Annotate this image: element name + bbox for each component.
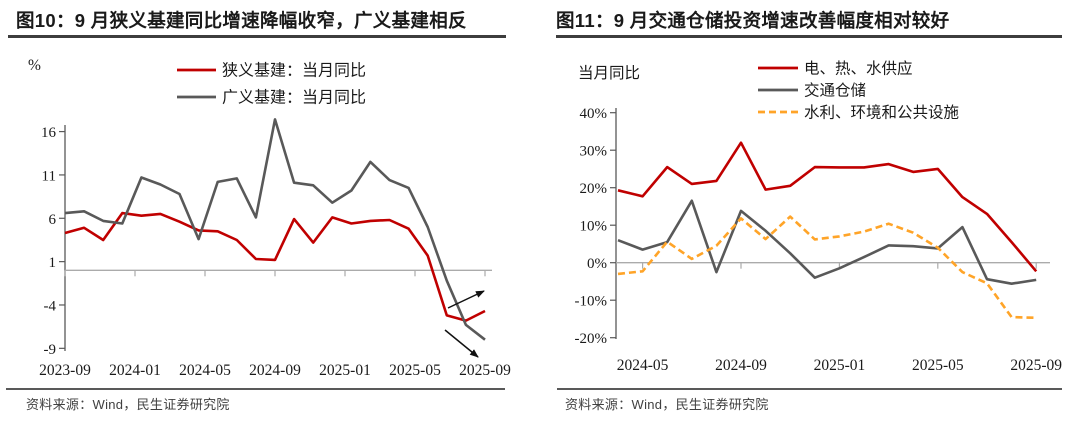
x-tick-label: 2025-01 (319, 362, 371, 379)
x-tick-label: 2025-09 (459, 362, 511, 379)
y-tick-label: -9 (44, 342, 57, 358)
legend-label-1-2: 水利、环境和公共设施 (804, 103, 959, 122)
x-tick-label: 2024-01 (109, 362, 161, 379)
figure-11-title-rule (556, 35, 1062, 38)
x-tick-label: 2023-09 (39, 362, 91, 379)
x-tick-label: 2024-09 (249, 362, 301, 379)
x-tick-label: 2024-05 (179, 362, 231, 379)
y-tick-label: 0% (587, 256, 607, 272)
figure-10-line-chart: 16 11 6 1 -4 -9 2023-09 2024-01 2024-05 2024-09 20… (28, 57, 511, 379)
figure-10-title-rule (8, 35, 506, 38)
y-tick-label: 10% (580, 219, 608, 235)
legend-label-1-0: 电、热、水供应 (804, 59, 913, 78)
y-tick-label: -4 (44, 298, 57, 314)
x-tick-label: 2025-09 (1010, 357, 1062, 374)
figure-11-title: 图11：9 月交通仓储投资增速改善幅度相对较好 (556, 10, 950, 31)
y-tick-label: 30% (580, 144, 608, 160)
figure-10-title: 图10：9 月狭义基建同比增速降幅收窄，广义基建相反 (16, 10, 467, 31)
y-tick-label: -10% (575, 294, 608, 310)
y-axis-unit-label: % (28, 57, 41, 74)
x-tick-label: 2024-05 (617, 357, 669, 374)
legend-label-1-1: 交通仓储 (804, 82, 866, 100)
x-tick-label: 2025-05 (389, 362, 441, 379)
figure-10-source-rule (6, 388, 505, 390)
series-line-1-2 (617, 215, 1037, 320)
y-tick-label: 40% (580, 106, 608, 122)
figure-10: 图10：9 月狭义基建同比增速降幅收窄，广义基建相反 16 11 6 1 -4 -9 202… (6, 10, 511, 412)
x-tick-label: 2025-05 (912, 357, 964, 374)
series-line-0-1 (64, 118, 486, 341)
y-tick-label: 16 (41, 125, 57, 141)
annotation-arrow-up-right (447, 290, 485, 309)
figure-10-source-note: 资料来源：Wind，民生证券研究院 (26, 397, 230, 412)
figure-11-line-chart: 40% 30% 20% 10% 0% -10% -20% 2024-05 2024-09 2025… (575, 59, 1063, 375)
y-tick-label: 6 (49, 212, 57, 228)
x-tick-label: 2024-09 (715, 357, 767, 374)
legend-label-0-0: 狭义基建：当月同比 (222, 62, 366, 80)
series-line-1-1 (617, 199, 1037, 285)
legend-label-0-1: 广义基建：当月同比 (222, 89, 366, 107)
annotation-arrow-down-right (444, 329, 479, 358)
figure-11-source-rule (557, 388, 1062, 390)
figure-11: 图11：9 月交通仓储投资增速改善幅度相对较好 40% 30% 20% 10% 0% -1… (540, 0, 1080, 427)
series-line-0-0 (64, 211, 486, 322)
series-line-1-0 (617, 141, 1038, 273)
y-tick-label: 11 (42, 168, 56, 184)
y-axis-unit-label: 当月同比 (578, 64, 640, 82)
figure-11-source-note: 资料来源：Wind，民生证券研究院 (565, 397, 769, 412)
y-tick-label: -20% (575, 331, 608, 347)
y-tick-label: 1 (49, 255, 57, 271)
x-tick-label: 2025-01 (814, 357, 866, 374)
y-tick-label: 20% (580, 181, 608, 197)
